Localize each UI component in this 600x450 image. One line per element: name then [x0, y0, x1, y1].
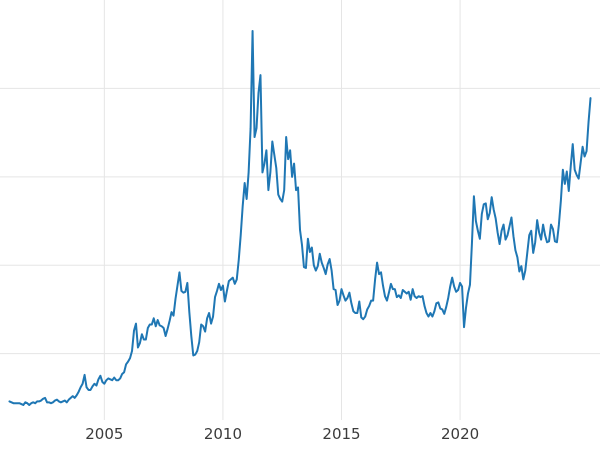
price-line: [8, 29, 592, 406]
x-tick-label: 2015: [322, 425, 361, 443]
x-tick-label: 2005: [85, 425, 124, 443]
x-tick-label: 2010: [203, 425, 243, 443]
x-tick-label: 2020: [440, 425, 480, 443]
chart-canvas: [0, 0, 600, 420]
x-axis: 2005 2010 2015 2020: [0, 420, 600, 450]
